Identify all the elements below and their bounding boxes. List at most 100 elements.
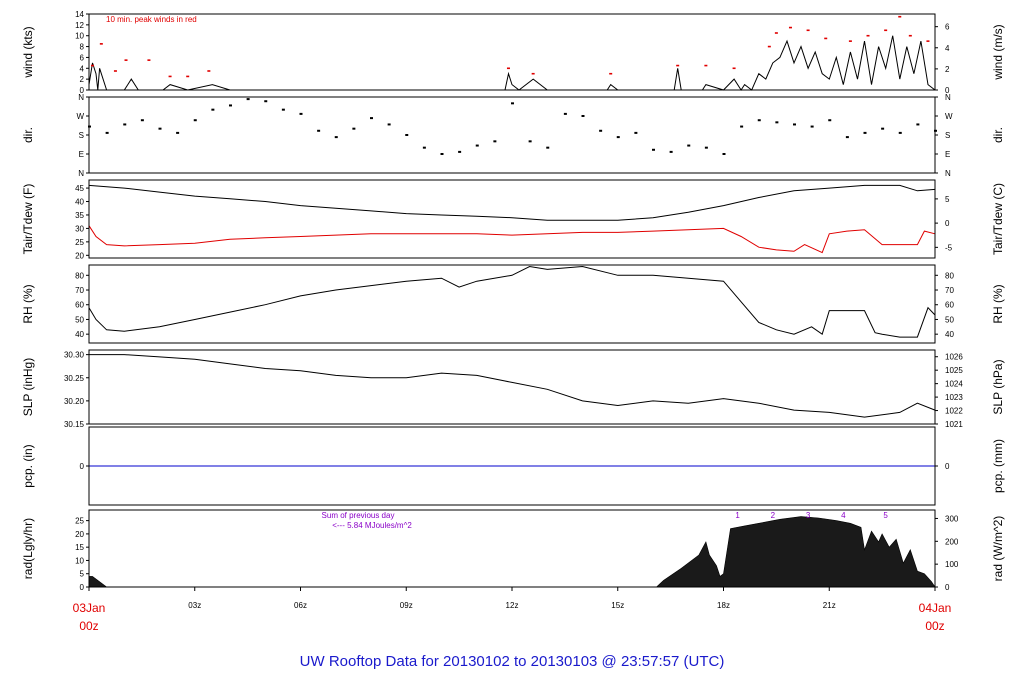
dir-point <box>616 136 620 139</box>
peak-wind-point <box>788 26 792 29</box>
dir-point <box>845 136 849 139</box>
panel-slp: 30.15 30.20 30.25 30.30 1021 1022 1023 1024 1025… <box>21 349 1005 429</box>
peak-wind-point <box>99 43 103 45</box>
ylabel-right: RH (%) <box>991 284 1005 323</box>
left-tick-label: 45 <box>75 184 84 193</box>
dir-point <box>810 125 814 128</box>
right-tick-label: 80 <box>945 271 954 280</box>
left-tick-label: N <box>78 169 84 178</box>
dir-point <box>511 102 514 105</box>
peak-wind-point <box>609 72 613 75</box>
x-start-label: 03Jan <box>73 601 106 615</box>
dir-point <box>352 127 356 130</box>
dir-point <box>863 131 867 134</box>
left-tick-label: 30.30 <box>64 351 85 360</box>
hour-marker: 5 <box>883 511 888 520</box>
dir-point <box>281 108 285 111</box>
peak-wind-point <box>866 34 870 37</box>
peak-wind-point <box>806 29 810 32</box>
dir-point <box>652 148 655 151</box>
dir-point <box>775 121 779 124</box>
left-tick-label: 50 <box>75 315 84 324</box>
right-tick-label: N <box>945 169 951 178</box>
dir-point <box>299 112 303 115</box>
right-tick-label: 100 <box>945 560 959 569</box>
ylabel-left: pcp. (in) <box>21 444 35 487</box>
right-tick-label: 0 <box>945 462 950 471</box>
hour-marker: 2 <box>771 511 776 520</box>
right-tick-label: 50 <box>945 315 954 324</box>
x-tick-label: 03z <box>188 601 201 610</box>
left-tick-label: N <box>78 93 84 102</box>
left-tick-label: 40 <box>75 198 84 207</box>
right-tick-label: 6 <box>945 23 950 32</box>
dir-point <box>140 119 144 122</box>
right-tick-label: 5 <box>945 195 950 204</box>
peak-wind-point <box>506 67 510 70</box>
ylabel-right: wind (m/s) <box>991 24 1005 80</box>
left-tick-label: 25 <box>75 517 84 526</box>
dir-point <box>158 127 162 130</box>
peak-wind-point <box>908 34 912 37</box>
hour-marker: 4 <box>841 511 846 520</box>
dir-point <box>229 104 232 107</box>
peak-wind-point <box>824 37 828 40</box>
dir-point <box>440 153 444 155</box>
ylabel-right: Tair/Tdew (C) <box>991 183 1005 255</box>
panel-temp: 20 25 30 35 40 45 -5 0 5 Tair/Tdew (F) Tair/Tdew (… <box>21 179 1005 260</box>
temp-line-tdew <box>88 225 936 254</box>
peak-wind-point <box>767 45 771 48</box>
right-tick-label: E <box>945 150 950 159</box>
left-tick-label: 5 <box>80 570 85 579</box>
wind-line <box>88 35 936 91</box>
wind-annotation: 10 min. peak winds in red <box>106 15 197 24</box>
ylabel-right: dir. <box>991 127 1005 143</box>
ylabel-right: SLP (hPa) <box>991 359 1005 414</box>
peak-wind-point <box>207 70 211 72</box>
left-tick-label: 12 <box>75 21 84 30</box>
x-start-sublabel: 00z <box>79 619 98 633</box>
panel-rh: 40 50 60 70 80 40 50 60 70 80 RH (%) RH (%) <box>21 264 1005 344</box>
dir-point <box>176 131 180 134</box>
peak-wind-point <box>186 75 190 78</box>
right-tick-label: 1026 <box>945 353 963 362</box>
dir-point <box>793 123 796 126</box>
x-tick-label: 12z <box>506 601 519 610</box>
x-end-label: 04Jan <box>919 601 952 615</box>
ylabel-left: RH (%) <box>21 284 35 323</box>
left-tick-label: 60 <box>75 301 84 310</box>
peak-wind-point <box>898 15 902 18</box>
slp-line <box>89 354 936 418</box>
right-tick-label: 0 <box>945 219 950 228</box>
dir-point <box>246 98 250 101</box>
x-tick-label: 15z <box>611 601 624 610</box>
left-tick-label: 35 <box>75 211 84 220</box>
left-tick-label: 30.20 <box>64 397 85 406</box>
left-tick-label: 0 <box>80 583 85 592</box>
right-tick-label: 1021 <box>945 420 963 429</box>
rad-annotation-1: Sum of previous day <box>322 511 395 520</box>
panel-frame <box>88 264 936 344</box>
dir-point <box>881 127 885 130</box>
right-tick-label: 4 <box>945 44 950 53</box>
dir-point <box>704 146 708 149</box>
peak-wind-point <box>732 67 736 70</box>
dir-point <box>546 146 550 149</box>
x-end-sublabel: 00z <box>925 619 944 633</box>
panel-frame <box>88 349 936 425</box>
right-tick-label: 70 <box>945 286 954 295</box>
left-tick-label: 20 <box>75 530 84 539</box>
peak-wind-point <box>168 75 172 78</box>
dir-point <box>334 136 338 139</box>
left-tick-label: W <box>76 112 84 121</box>
right-tick-label: -5 <box>945 243 953 252</box>
right-tick-label: 1024 <box>945 380 963 389</box>
x-tick-label: 09z <box>400 601 413 610</box>
left-tick-label: 25 <box>75 238 84 247</box>
peak-wind-point <box>113 70 117 72</box>
panel-pcp: 0 0 pcp. (in) pcp. (mm) <box>21 426 1005 506</box>
rad-annotation-2: <--- 5.84 MJoules/m^2 <box>332 521 412 530</box>
right-tick-label: 0 <box>945 86 950 95</box>
panel-frame <box>88 13 936 91</box>
